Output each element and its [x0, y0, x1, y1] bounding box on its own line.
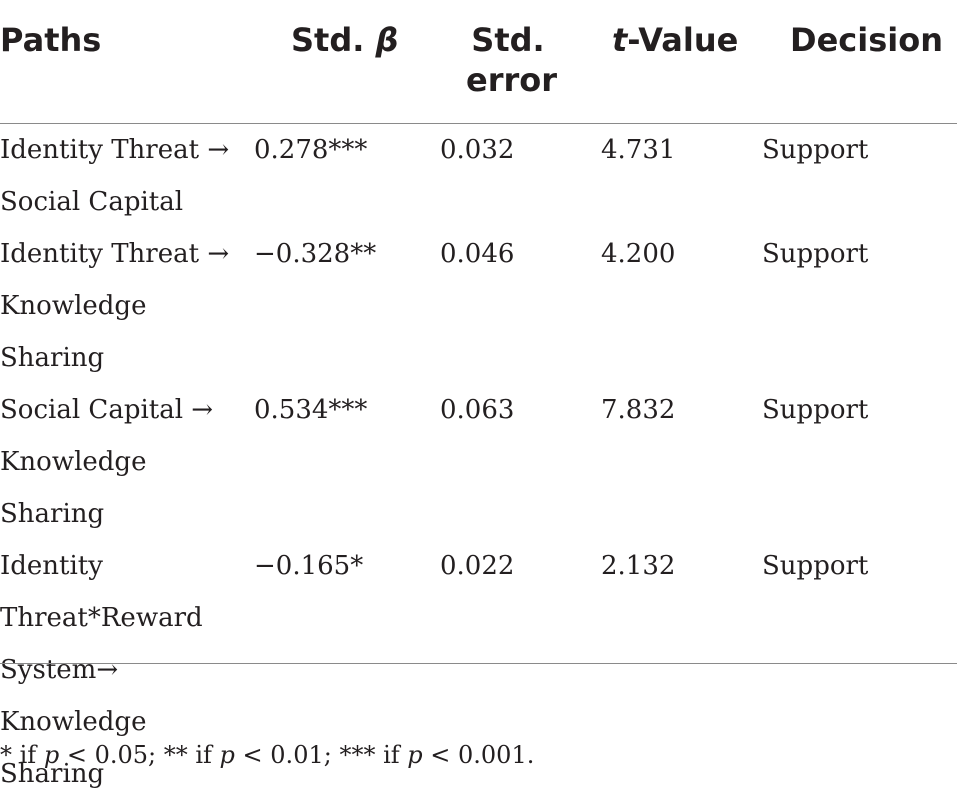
beta-cell: −0.328** — [254, 239, 377, 269]
footnote-p: p — [219, 741, 235, 769]
path-line: Social Capital — [0, 187, 184, 217]
footnote-text: < 0.001. — [422, 741, 535, 769]
beta-cell: 0.278*** — [254, 135, 368, 165]
path-line: Knowledge Sharing — [0, 447, 147, 529]
table-row: Identity Threat → Social Capital 0.278**… — [0, 124, 957, 228]
beta-cell: −0.165* — [254, 551, 364, 581]
table-row: Identity Threat*Reward System→ Knowledge… — [0, 540, 957, 800]
header-std-error: Std. error — [466, 20, 558, 100]
path-line: Identity Threat → — [0, 239, 230, 269]
table-header: Paths Std. β Std. error t-Value Decision — [0, 0, 957, 124]
table-body: Identity Threat → Social Capital 0.278**… — [0, 124, 957, 800]
table-bottom-rule — [0, 663, 957, 664]
header-decision: Decision — [790, 21, 943, 59]
table-row: Social Capital → Knowledge Sharing 0.534… — [0, 384, 957, 540]
footnote-text: < 0.05; ** if — [59, 741, 220, 769]
footnote-p: p — [407, 741, 423, 769]
path-line: Identity Threat → — [0, 135, 230, 165]
t-value-cell: 7.832 — [601, 395, 676, 425]
decision-cell: Support — [762, 239, 869, 269]
table-top-rule — [0, 123, 957, 124]
significance-footnote: * if p < 0.05; ** if p < 0.01; *** if p … — [0, 735, 534, 775]
t-value-cell: 2.132 — [601, 551, 676, 581]
path-cell: Identity Threat*Reward System→ Knowledge… — [0, 540, 240, 800]
header-t-italic: t — [612, 21, 628, 59]
path-line: Threat*Reward — [0, 603, 203, 633]
footnote-p: p — [43, 741, 60, 769]
footnote-text: * if — [0, 741, 44, 769]
std-error-cell: 0.022 — [440, 551, 515, 581]
std-error-cell: 0.032 — [440, 135, 515, 165]
path-line: Social Capital → — [0, 395, 214, 425]
decision-cell: Support — [762, 551, 869, 581]
path-line: Identity — [0, 551, 103, 581]
t-value-cell: 4.731 — [601, 135, 676, 165]
std-error-cell: 0.046 — [440, 239, 515, 269]
path-cell: Identity Threat → Social Capital — [0, 124, 240, 228]
path-line: Knowledge Sharing — [0, 291, 147, 373]
path-line: System→ — [0, 655, 119, 685]
header-paths: Paths — [0, 21, 102, 59]
beta-cell: 0.534*** — [254, 395, 368, 425]
header-t-value: t-Value — [612, 20, 738, 60]
table-row: Identity Threat → Knowledge Sharing −0.3… — [0, 228, 957, 384]
header-std-beta-prefix: Std. — [291, 21, 376, 59]
std-error-cell: 0.063 — [440, 395, 515, 425]
decision-cell: Support — [762, 395, 869, 425]
decision-cell: Support — [762, 135, 869, 165]
header-t-rest: -Value — [627, 21, 739, 59]
header-std-beta: Std. β — [291, 20, 398, 60]
header-beta-symbol: β — [375, 21, 399, 59]
t-value-cell: 4.200 — [601, 239, 676, 269]
footnote-text: < 0.01; *** if — [234, 741, 408, 769]
path-cell: Identity Threat → Knowledge Sharing — [0, 228, 240, 384]
path-cell: Social Capital → Knowledge Sharing — [0, 384, 240, 540]
header-std-error-line2: error — [466, 61, 558, 99]
header-std-error-line1: Std. — [471, 21, 545, 59]
